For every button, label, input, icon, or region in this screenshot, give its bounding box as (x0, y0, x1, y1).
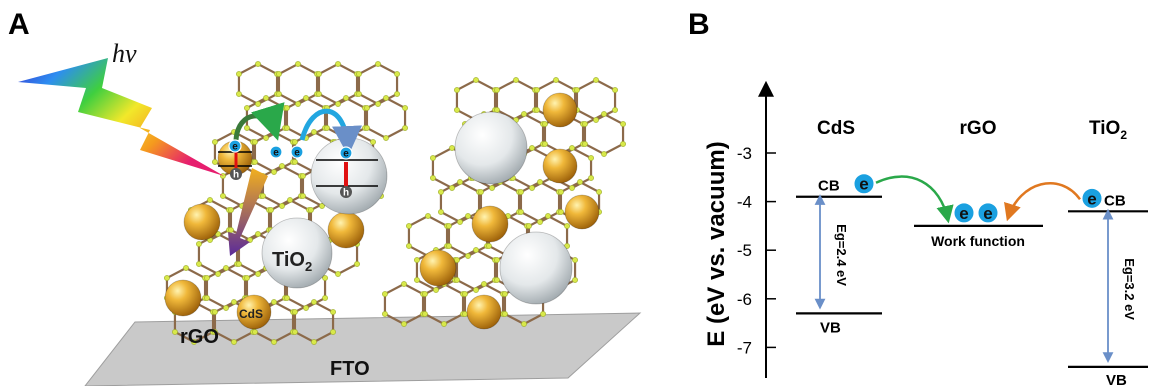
panel-a: A FTO hν e e e e h h TiO2 CdS rGO (8, 8, 642, 386)
panel-a-label: A (8, 8, 30, 41)
cds-nanoparticle (471, 205, 509, 243)
panel-b-label: B (688, 8, 710, 41)
electron-label: e (983, 204, 992, 223)
cds-vb-label: VB (820, 319, 841, 336)
cds-nanoparticle (466, 294, 502, 330)
charge-transfer-arrow (228, 168, 268, 256)
column-cds: CdS (817, 118, 855, 139)
cds-cb-label: CB (818, 178, 840, 195)
tio2-nanoparticle (261, 217, 333, 289)
column-tio2: TiO2 (1089, 118, 1127, 142)
cds-nanoparticle (542, 92, 578, 128)
electron-label: e (294, 148, 300, 159)
electron (339, 146, 353, 160)
blue-transfer-arrow (299, 108, 363, 156)
light-bolt (18, 58, 224, 176)
hole-label: h (233, 170, 239, 181)
y-tick-label: -4 (737, 193, 752, 212)
electron (953, 202, 975, 224)
cds-to-rgo-arrow (875, 175, 954, 224)
electron-label: e (1087, 189, 1096, 208)
cds-nanoparticle (419, 249, 457, 287)
electron (853, 173, 875, 195)
electron-label: e (959, 204, 968, 223)
rgo-label: rGO (180, 326, 219, 348)
panel-b: B E (eV vs. vacuum) -3 -4 -5 -6 -7 CdS rGO T… (688, 8, 1148, 386)
hole-label: h (343, 188, 349, 199)
column-rgo: rGO (960, 118, 997, 139)
electron-label: e (232, 142, 238, 153)
tio2-nanoparticle (499, 231, 573, 305)
tio2-band-gap-arrow-label: Eg=3.2 eV (1122, 258, 1137, 320)
cds-label: CdS (239, 307, 263, 321)
electron (290, 145, 304, 159)
cds-nanoparticle (164, 279, 202, 317)
electron-label: e (859, 175, 868, 194)
green-transfer-arrow (233, 102, 285, 141)
y-tick-label: -7 (737, 338, 752, 357)
cds-nanoparticle (542, 148, 578, 184)
tio2-to-rgo-arrow (1004, 182, 1082, 222)
light-label: hν (112, 39, 137, 68)
fto-label: FTO (330, 358, 370, 380)
cds-band-gap-arrow-label: Eg=2.4 eV (834, 224, 849, 286)
electron-label: e (343, 149, 349, 160)
cds-nanoparticle (236, 294, 272, 330)
y-tick-label: -3 (737, 144, 752, 163)
energy-axis-label: E (eV vs. vacuum) (703, 141, 730, 346)
electron (269, 145, 283, 159)
work-function-label: Work function (931, 233, 1025, 249)
tio2-vb-label: VB (1106, 372, 1127, 386)
electron (1081, 187, 1103, 209)
cds-nanoparticle (327, 211, 365, 249)
y-tick-label: -5 (737, 241, 752, 260)
tio2-nanoparticle (454, 111, 528, 185)
tio2-label: TiO2 (272, 249, 312, 274)
hole (230, 168, 242, 180)
cds-nanoparticle (183, 203, 221, 241)
y-tick-label: -6 (737, 290, 752, 309)
cds-nanoparticle (564, 194, 600, 230)
electron (977, 202, 999, 224)
electron (228, 139, 242, 153)
tio2-cb-label: CB (1104, 192, 1126, 209)
hole (340, 186, 352, 198)
electron-label: e (273, 148, 279, 159)
